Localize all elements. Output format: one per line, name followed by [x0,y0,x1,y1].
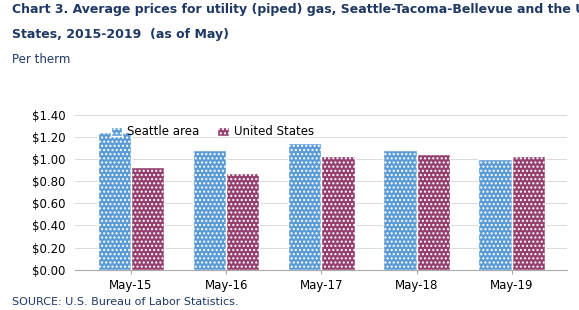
Bar [512,156,545,270]
Bar [288,143,321,270]
Bar [98,132,131,270]
Bar [383,150,416,270]
Text: SOURCE: U.S. Bureau of Labor Statistics.: SOURCE: U.S. Bureau of Labor Statistics. [12,297,238,307]
Text: States, 2015-2019  (as of May): States, 2015-2019 (as of May) [12,28,229,41]
Legend: Seattle area, United States: Seattle area, United States [106,121,318,143]
Bar [416,154,450,270]
Text: Chart 3. Average prices for utility (piped) gas, Seattle-Tacoma-Bellevue and the: Chart 3. Average prices for utility (pip… [12,3,579,16]
Bar [226,173,259,270]
Bar [321,156,355,270]
Bar [478,159,512,270]
Text: Per therm: Per therm [12,53,70,66]
Bar [193,150,226,270]
Bar [131,167,164,270]
